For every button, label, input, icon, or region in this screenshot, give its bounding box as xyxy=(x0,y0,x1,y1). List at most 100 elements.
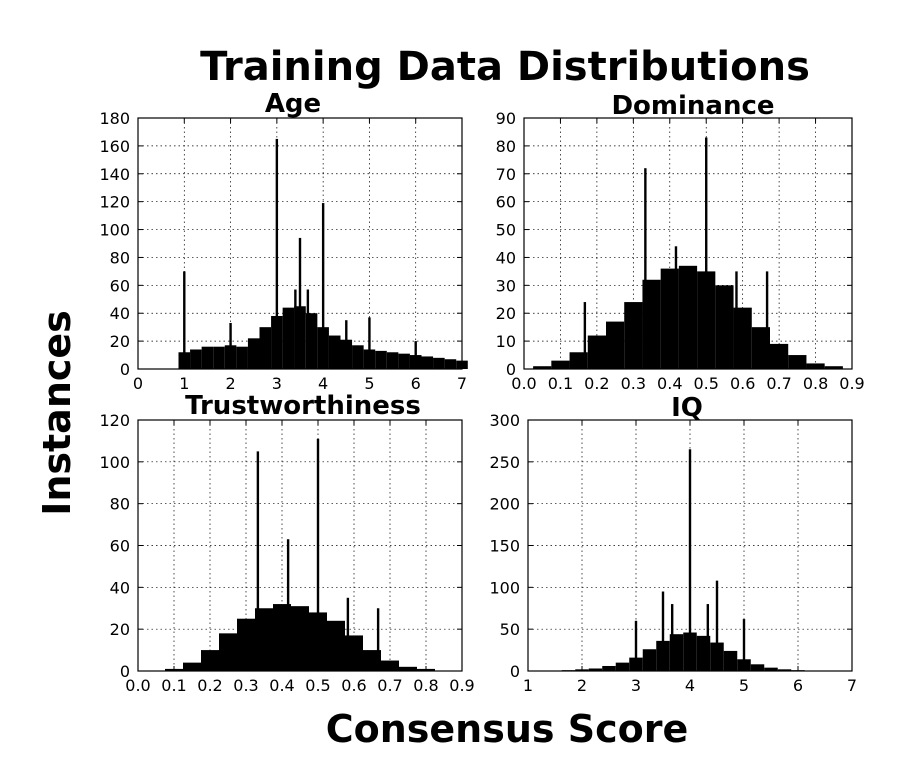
histogram-bar xyxy=(642,649,657,671)
histogram-bar xyxy=(183,662,201,671)
x-tick-label: 0.6 xyxy=(341,676,366,695)
histogram-bar xyxy=(255,608,273,671)
y-tick-label: 100 xyxy=(99,221,130,240)
x-tick-label: 0.1 xyxy=(548,374,573,393)
y-tick-label: 300 xyxy=(489,411,520,430)
histogram-bar xyxy=(624,302,643,369)
panel-title: Trustworthiness xyxy=(185,391,421,421)
x-tick-label: 0.2 xyxy=(197,676,222,695)
histogram-spike xyxy=(183,271,186,369)
y-tick-label: 40 xyxy=(110,304,130,323)
histogram-bar xyxy=(219,633,237,671)
histogram-bar xyxy=(602,665,616,671)
y-tick-label: 40 xyxy=(496,248,516,267)
x-tick-label: 0.3 xyxy=(233,676,258,695)
axes-frame xyxy=(523,117,853,370)
histogram-spike xyxy=(583,302,587,369)
histogram-spike xyxy=(316,438,320,671)
histogram-spike xyxy=(688,449,692,671)
histogram-spike xyxy=(298,237,302,369)
histogram-bar xyxy=(751,327,770,369)
histogram-spike xyxy=(345,320,348,369)
histogram-bar xyxy=(723,650,738,671)
x-tick-label: 0.7 xyxy=(766,374,791,393)
histogram-spike xyxy=(742,619,746,671)
histogram-spike xyxy=(306,289,310,369)
histogram-spike xyxy=(376,608,380,671)
x-tick-label: 7 xyxy=(847,676,857,695)
y-tick-label: 120 xyxy=(99,193,130,212)
histogram-bar xyxy=(259,327,272,369)
y-tick-label: 250 xyxy=(489,453,520,472)
x-tick-label: 0.4 xyxy=(269,676,294,695)
x-tick-label: 0.1 xyxy=(161,676,186,695)
histogram-spike xyxy=(634,620,638,671)
x-tick-label: 0.5 xyxy=(693,374,718,393)
axes-frame xyxy=(137,117,463,370)
x-tick-label: 5 xyxy=(739,676,749,695)
histogram-spike xyxy=(275,138,279,369)
figure-ylabel: Instances xyxy=(35,310,79,516)
y-tick-label: 80 xyxy=(496,137,516,156)
histogram-spike xyxy=(256,451,260,671)
histogram-spike xyxy=(294,289,297,369)
histogram-bar xyxy=(273,604,291,671)
panel-iq: IQ 1 2 3 4 5 6 7 0 50 100 150 200 250 300 xyxy=(489,393,857,695)
y-tick-label: 50 xyxy=(496,221,516,240)
histogram-bar xyxy=(381,660,399,671)
histogram-spike xyxy=(735,271,738,369)
histogram-spike xyxy=(346,597,350,671)
figure-xlabel: Consensus Score xyxy=(326,707,689,751)
panel-title: Age xyxy=(265,89,321,119)
x-tick-label: 0.4 xyxy=(657,374,682,393)
histogram-bar xyxy=(247,338,260,369)
histogram-bar xyxy=(327,620,345,671)
x-tick-label: 4 xyxy=(685,676,695,695)
panel-dominance: Dominance 0.0 0.1 0.2 0.3 0.4 0.5 0.6 0.7 0.8 0.9… xyxy=(496,91,865,393)
y-tick-label: 20 xyxy=(496,304,516,323)
y-tick-label: 40 xyxy=(110,578,130,597)
histogram-spike xyxy=(321,203,325,369)
histogram-bar xyxy=(678,265,698,369)
x-tick-label: 0.2 xyxy=(584,374,609,393)
x-tick-label: 1 xyxy=(523,676,533,695)
histogram-bar xyxy=(291,606,309,671)
y-tick-label: 140 xyxy=(99,165,130,184)
histogram-bar xyxy=(444,359,457,369)
y-tick-label: 0 xyxy=(506,360,516,379)
histogram-bar xyxy=(201,650,219,671)
histogram-bar xyxy=(642,279,661,369)
x-tick-label: 2 xyxy=(225,374,235,393)
y-tick-label: 0 xyxy=(120,662,130,681)
x-tick-label: 7 xyxy=(457,374,467,393)
x-tick-label: 0.5 xyxy=(305,676,330,695)
histogram-bar xyxy=(375,350,387,369)
histogram-bar xyxy=(777,669,792,671)
histogram-bar xyxy=(764,667,778,671)
histogram-spike xyxy=(674,246,678,369)
histogram-spike xyxy=(715,580,719,671)
histogram-spike xyxy=(670,604,674,671)
x-tick-label: 0.3 xyxy=(621,374,646,393)
histogram-bar xyxy=(788,355,807,369)
panel-age: Age 0 1 2 3 4 5 6 7 0 20 40 60 80 100 120 140 160 180 xyxy=(99,89,468,393)
x-tick-label: 0.8 xyxy=(803,374,828,393)
histogram-bar xyxy=(421,356,434,369)
histogram-bar xyxy=(363,650,381,671)
x-tick-label: 4 xyxy=(318,374,328,393)
y-tick-label: 70 xyxy=(496,165,516,184)
histogram-spike xyxy=(765,271,769,369)
histogram-spike xyxy=(706,604,710,671)
histogram-spike xyxy=(286,539,290,671)
panel-title: IQ xyxy=(671,393,703,423)
histogram-spike xyxy=(644,168,647,369)
y-tick-label: 100 xyxy=(99,453,130,472)
histogram-spike xyxy=(229,322,232,369)
y-tick-label: 80 xyxy=(110,495,130,514)
histogram-bar xyxy=(588,668,603,671)
y-tick-label: 0 xyxy=(120,360,130,379)
x-tick-label: 0.7 xyxy=(377,676,402,695)
histogram-bar xyxy=(533,366,552,369)
histogram-bar xyxy=(770,343,789,369)
y-tick-label: 90 xyxy=(496,109,516,128)
